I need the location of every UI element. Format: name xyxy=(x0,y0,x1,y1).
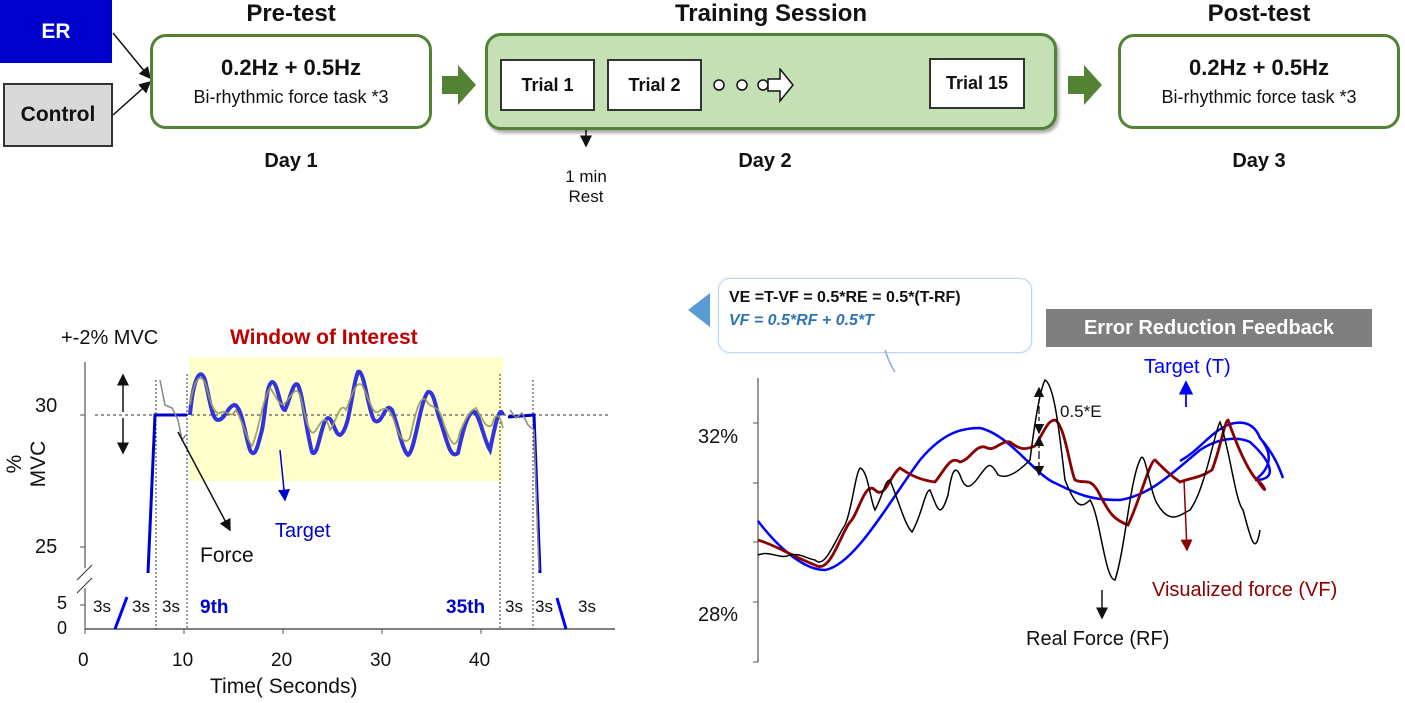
pretest-day: Day 1 xyxy=(264,150,318,172)
training-day: Day 2 xyxy=(738,150,792,172)
start-marker-label: 9th xyxy=(200,597,229,618)
target-line xyxy=(188,369,505,458)
pretest-box: 0.2Hz + 0.5Hz Bi-rhythmic force task *3 xyxy=(150,34,432,129)
error-label: 0.5*E xyxy=(1060,402,1102,421)
posttest-day: Day 3 xyxy=(1232,150,1286,172)
trial-1-label: Trial 1 xyxy=(521,74,574,95)
pretest-task: Bi-rhythmic force task *3 xyxy=(193,87,389,107)
banner-text: Error Reduction Feedback xyxy=(1083,316,1335,339)
er-group-box: ER xyxy=(0,0,112,63)
target-label: Target xyxy=(275,520,331,542)
trial-chart-plot xyxy=(76,357,615,634)
posttest-box: 0.2Hz + 0.5Hz Bi-rhythmic force task *3 xyxy=(1118,34,1400,129)
error-reduction-banner: Error Reduction Feedback xyxy=(1046,309,1372,347)
feedback-chart-plot xyxy=(753,350,1285,663)
segment-label: 3s xyxy=(162,597,180,616)
three-circles-arrow-icon xyxy=(713,68,794,104)
segment-label: 3s xyxy=(93,597,111,616)
pretest-title: Pre-test xyxy=(246,0,336,27)
segment-label: 3s xyxy=(132,597,150,616)
trial-15-box: Trial 15 xyxy=(929,58,1025,109)
ytick-5: 5 xyxy=(57,593,68,613)
segment-label: 3s xyxy=(505,597,523,616)
rest-word: Rest xyxy=(568,187,604,206)
pretest-frequency: 0.2Hz + 0.5Hz xyxy=(220,55,361,80)
posttest-frequency: 0.2Hz + 0.5Hz xyxy=(1188,55,1329,80)
xtick-40: 40 xyxy=(469,650,491,671)
er-label: ER xyxy=(41,19,71,43)
real-force-label: Real Force (RF) xyxy=(1026,628,1170,650)
er-arrow xyxy=(112,32,151,80)
ytick-28: 28% xyxy=(698,604,739,626)
xtick-30: 30 xyxy=(370,650,392,671)
target-t-label: Target (T) xyxy=(1144,356,1231,378)
end-marker-label: 35th xyxy=(446,597,486,618)
xtick-0: 0 xyxy=(78,650,89,671)
force-line xyxy=(189,377,504,448)
ytick-0: 0 xyxy=(57,618,68,638)
green-arrow-icon xyxy=(442,65,1102,105)
training-title: Training Session xyxy=(674,0,868,27)
trial-2-box: Trial 2 xyxy=(607,59,702,111)
trial-1-box: Trial 1 xyxy=(500,59,595,111)
x-axis-label: Time( Seconds) xyxy=(210,675,358,698)
play-triangle-icon xyxy=(688,293,710,327)
visualized-force-label: Visualized force (VF) xyxy=(1152,579,1338,601)
posttest-title: Post-test xyxy=(1207,0,1311,27)
visualized-force-curve xyxy=(757,418,1266,568)
formula-line-1: VE =T-VF = 0.5*RE = 0.5*(T-RF) xyxy=(729,289,961,306)
ytick-32: 32% xyxy=(698,426,739,448)
trial-2-label: Trial 2 xyxy=(628,74,681,95)
xtick-10: 10 xyxy=(172,650,194,671)
window-of-interest-title: Window of Interest xyxy=(230,326,418,349)
rest-duration: 1 min xyxy=(565,167,607,186)
xtick-20: 20 xyxy=(271,650,293,671)
formula-callout: VE =T-VF = 0.5*RE = 0.5*(T-RF) VF = 0.5*… xyxy=(718,278,1032,353)
ytick-30: 30 xyxy=(35,395,58,417)
control-group-box: Control xyxy=(3,83,113,147)
formula-line-2: VF = 0.5*RF + 0.5*T xyxy=(729,312,874,329)
segment-label: 3s xyxy=(535,597,553,616)
force-label: Force xyxy=(200,544,254,567)
control-arrow xyxy=(112,81,152,116)
rest-label: 1 min Rest xyxy=(556,167,616,207)
trial-15-label: Trial 15 xyxy=(945,73,1009,93)
real-force-curve xyxy=(757,378,1261,581)
tolerance-label: +-2% MVC xyxy=(61,327,159,349)
segment-label: 3s xyxy=(578,597,596,616)
ytick-25: 25 xyxy=(35,536,58,558)
posttest-task: Bi-rhythmic force task *3 xyxy=(1161,87,1357,107)
control-label: Control xyxy=(20,103,96,126)
